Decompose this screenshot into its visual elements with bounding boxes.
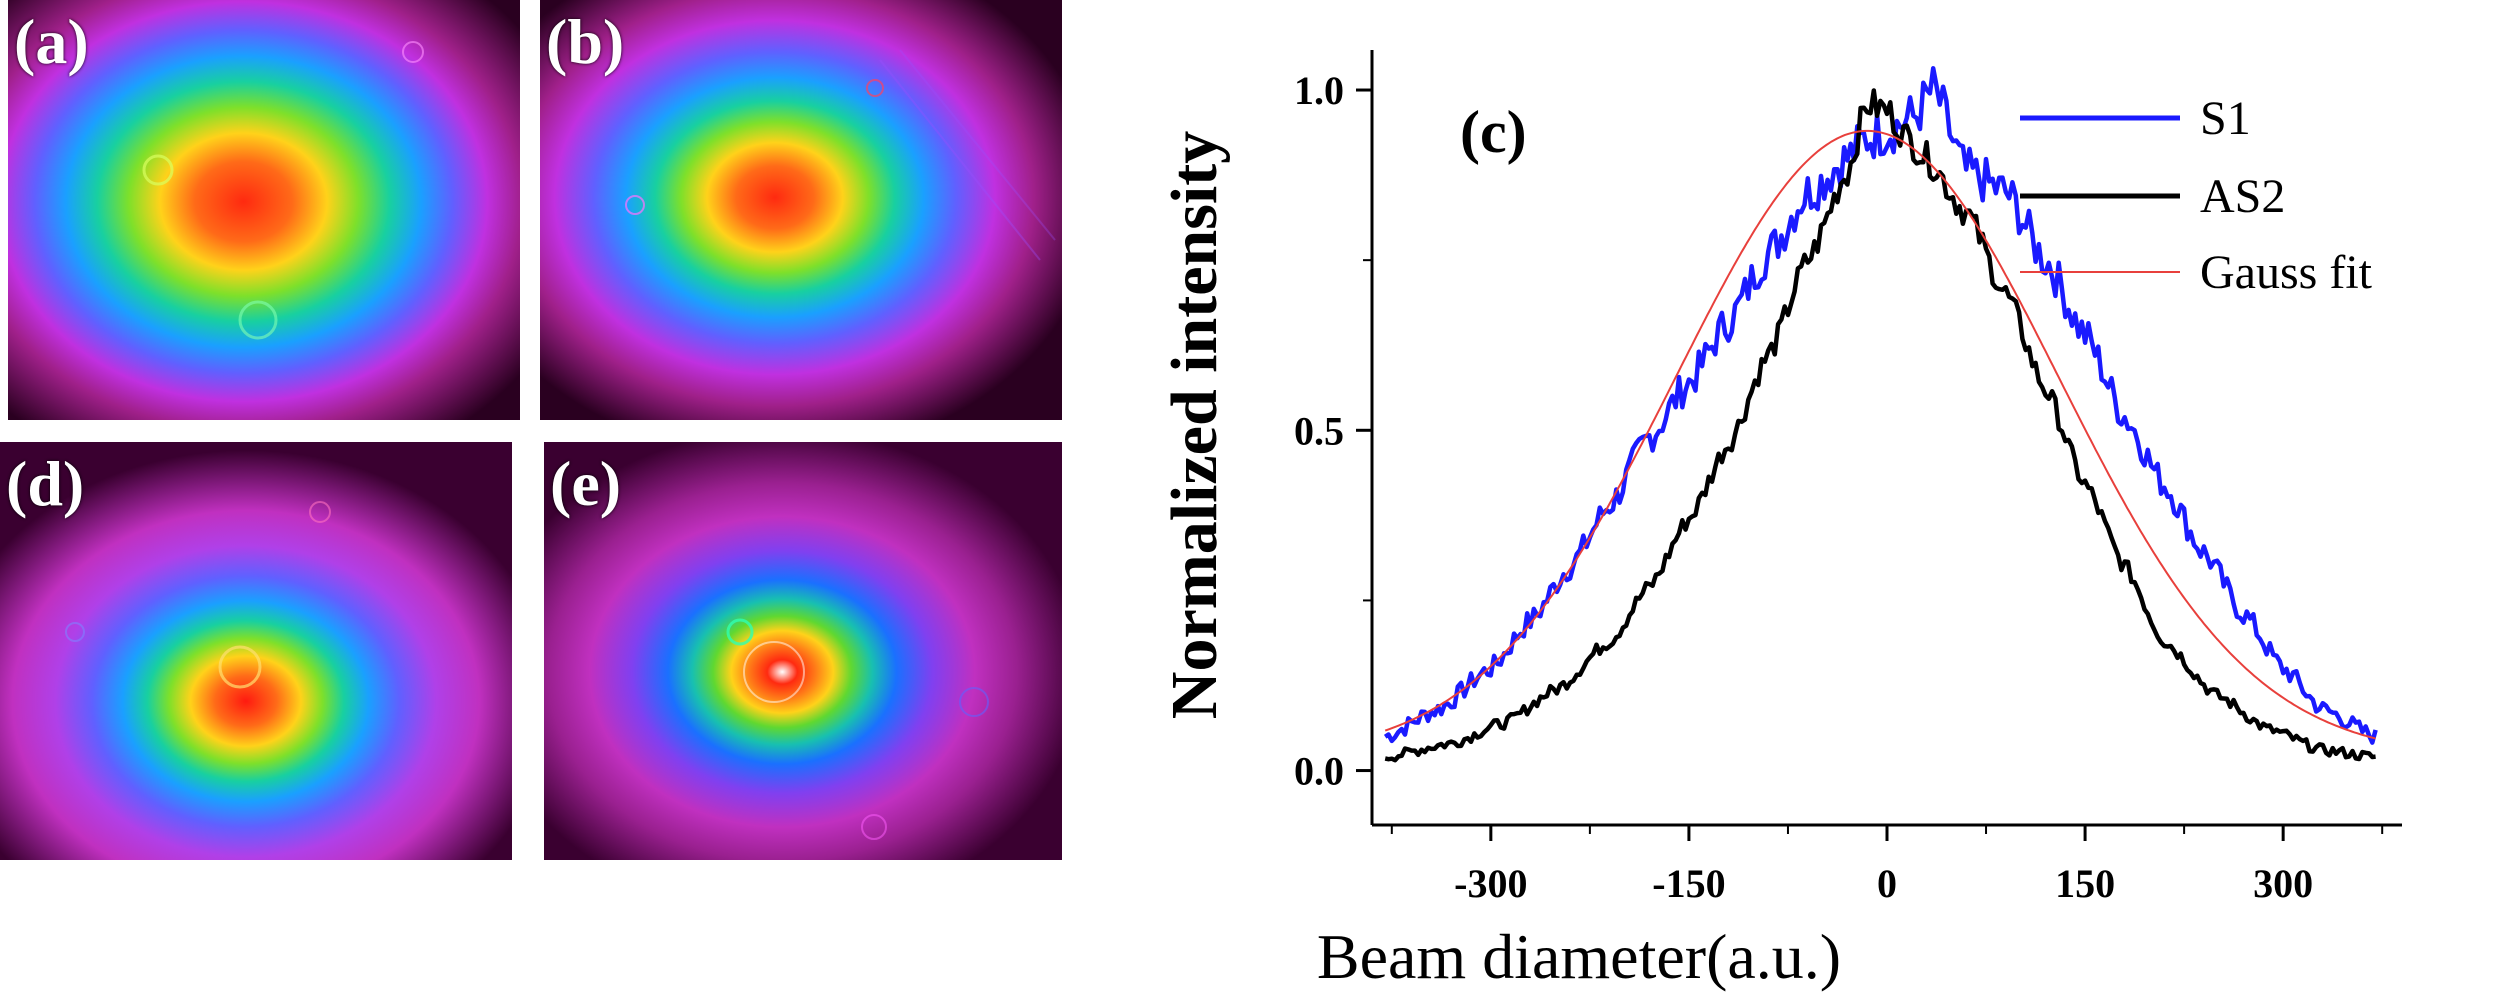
series-as2-line	[1384, 88, 2376, 763]
chart-legend: S1 AS2 Gauss fit	[2020, 92, 2373, 299]
beam-image-a-graphic	[8, 0, 520, 420]
series-gauss-fit-line	[1384, 129, 2376, 740]
legend-label-2: AS2	[2200, 170, 2285, 223]
beam-image-a: (a)	[8, 0, 520, 420]
intensity-profile-chart: -300 -150 0 150 300 0.0 0.5 1.0 (c) Normalized …	[1120, 0, 2502, 995]
panel-label-e: (e)	[550, 448, 622, 519]
x-tick-label: -150	[1652, 861, 1725, 906]
x-tick-label: 300	[2253, 861, 2313, 906]
panel-label-b: (b)	[546, 6, 625, 77]
y-tick-label: 0.5	[1294, 408, 1344, 453]
panel-label-c: (c)	[1460, 99, 1527, 165]
y-tick-label: 1.0	[1294, 68, 1344, 113]
x-tick-label: 150	[2055, 861, 2115, 906]
legend-label-1: S1	[2200, 92, 2251, 145]
x-tick-label: -300	[1454, 861, 1527, 906]
beam-image-b: (b)	[540, 0, 1062, 420]
beam-image-b-graphic	[540, 0, 1062, 420]
beam-image-e-graphic	[544, 442, 1062, 860]
beam-image-d-graphic	[0, 442, 512, 860]
legend-label-3: Gauss fit	[2200, 246, 2373, 299]
panel-label-a: (a)	[14, 6, 89, 77]
y-axis-title: Normalized intensity	[1158, 131, 1231, 719]
beam-image-d: (d)	[0, 442, 512, 860]
beam-image-e: (e)	[544, 442, 1062, 860]
x-tick-label: 0	[1877, 861, 1897, 906]
chart-canvas: -300 -150 0 150 300 0.0 0.5 1.0 (c) Normalized …	[1158, 50, 2402, 992]
chart-axes: -300 -150 0 150 300 0.0 0.5 1.0	[1294, 50, 2402, 906]
series-s1-line	[1383, 66, 2378, 745]
panel-label-d: (d)	[6, 448, 85, 519]
x-axis-title: Beam diameter(a.u.)	[1317, 921, 1841, 992]
y-tick-label: 0.0	[1294, 749, 1344, 794]
chart-curves	[1383, 66, 2378, 763]
